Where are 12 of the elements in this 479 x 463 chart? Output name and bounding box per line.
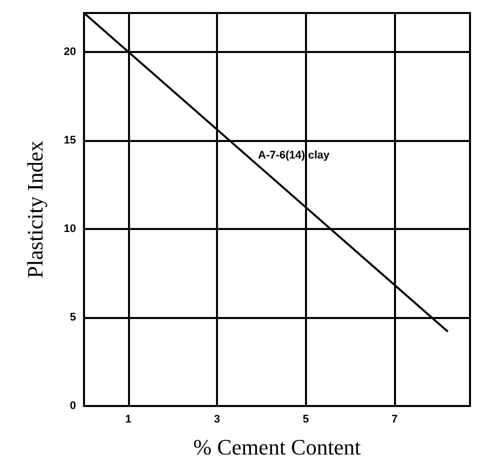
x-tick-label: 5 — [302, 414, 309, 426]
y-tick-label: 20 — [64, 46, 76, 58]
y-axis-title: Plasticity Index — [22, 140, 48, 278]
x-axis-title: % Cement Content — [193, 434, 361, 460]
x-tick-label: 1 — [125, 414, 132, 426]
x-tick-label: 3 — [214, 414, 220, 426]
annotation: A-7-6(14) clay — [258, 150, 330, 162]
x-tick-label: 7 — [392, 414, 398, 426]
y-tick-label: 0 — [70, 400, 76, 412]
y-tick-label: 15 — [64, 134, 76, 146]
y-tick-label: 10 — [64, 222, 76, 235]
y-tick-label: 5 — [70, 311, 76, 324]
